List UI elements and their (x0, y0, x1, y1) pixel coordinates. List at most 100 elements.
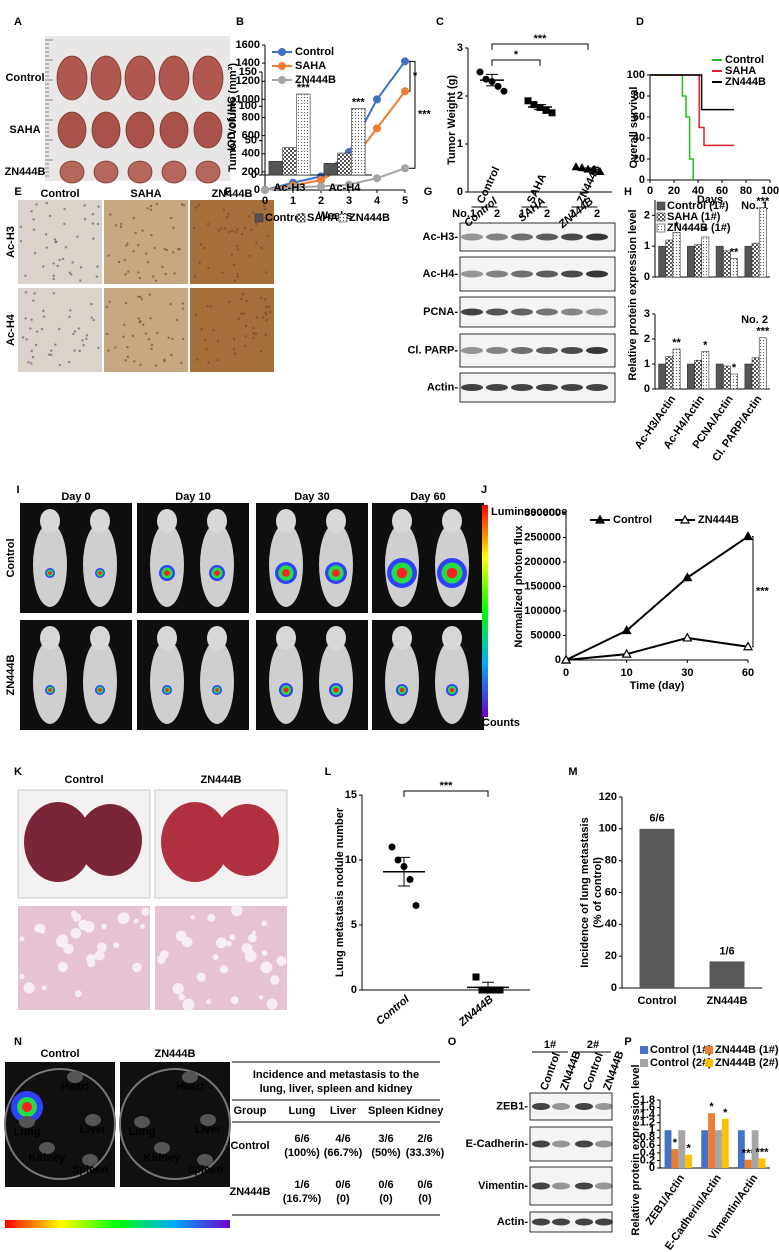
organ (197, 1154, 213, 1166)
cell (196, 358, 199, 361)
y-tick-label: 0 (649, 1162, 655, 1174)
error-bar (486, 73, 498, 87)
column-label: Control (40, 188, 79, 200)
alveolus (41, 985, 47, 991)
band (486, 347, 508, 354)
band (486, 308, 508, 316)
y-tick-label: 2 (644, 333, 650, 345)
significance-label: *** (418, 109, 432, 121)
organ (67, 1071, 83, 1083)
significance-bracket (752, 536, 754, 648)
tumor (93, 160, 119, 184)
cell (194, 206, 198, 209)
y-tick-label: 1000 (236, 93, 260, 105)
table-cell: 3/6 (378, 1133, 393, 1145)
cell (27, 361, 30, 364)
x-tick-label: 10 (621, 667, 633, 679)
data-point (476, 68, 484, 76)
column-label: Control (40, 1048, 79, 1060)
legend-swatch (656, 201, 666, 211)
alveolus (207, 913, 216, 922)
cell (82, 344, 85, 347)
bar (744, 245, 753, 278)
band (575, 1182, 593, 1190)
band-label: ZEB1- (496, 1100, 528, 1112)
alveolus (229, 934, 236, 941)
bar (715, 363, 724, 390)
y-tick-label: 0 (611, 982, 617, 994)
x-tick-label: Ac-H4 (329, 182, 362, 194)
x-tick-label: 5 (402, 195, 408, 207)
alveolus (172, 982, 184, 995)
y-tick-label: 400 (242, 148, 260, 160)
cell (45, 201, 48, 205)
histology (155, 906, 287, 1010)
cell (149, 204, 153, 208)
alveolus (261, 950, 268, 956)
mouse (33, 640, 67, 724)
y-tick-label: 1.6 (640, 1101, 655, 1113)
legend-swatch (254, 213, 264, 223)
cell (97, 205, 100, 208)
significance-label: * (687, 1143, 692, 1155)
organ (182, 1071, 198, 1083)
cell (123, 323, 126, 326)
organ (19, 1116, 35, 1128)
cell (91, 213, 95, 216)
legend-marker (278, 62, 286, 70)
cell (97, 346, 100, 349)
cell (137, 271, 140, 274)
cell (96, 265, 99, 268)
significance-label: * (732, 362, 737, 374)
data-point (401, 164, 409, 173)
cell (68, 271, 72, 274)
legend-marker (278, 48, 286, 56)
cell (228, 300, 231, 304)
cell (31, 356, 35, 359)
panel-letter: H (624, 186, 632, 198)
y-tick-label: 0.6 (640, 1139, 655, 1151)
bar (658, 363, 667, 390)
cell (48, 214, 52, 218)
cell (240, 232, 244, 236)
cell (91, 222, 95, 225)
alveolus (38, 924, 46, 931)
cell (175, 318, 179, 322)
cell (176, 247, 180, 251)
bar (730, 373, 738, 390)
cell (165, 248, 168, 252)
signal (332, 569, 340, 577)
band (511, 347, 533, 354)
data-point (524, 97, 532, 105)
x-axis-label: Time (day) (630, 680, 685, 692)
cell (70, 273, 73, 276)
data-point (373, 124, 381, 133)
lane-label: No.1 (452, 208, 476, 220)
cell (243, 226, 247, 230)
cell (155, 364, 158, 367)
signal (214, 570, 220, 576)
group-label: 1# (544, 1039, 556, 1051)
alveolus (276, 956, 287, 966)
signal (399, 687, 405, 693)
lung-lobe (161, 802, 229, 882)
table-title: Incidence and metastasis to the (253, 1069, 419, 1081)
y-tick-label: 0.8 (640, 1132, 655, 1144)
y-tick-label: 100 (627, 69, 645, 81)
table-cell: (16.7%) (283, 1193, 322, 1205)
band (561, 233, 583, 241)
cell (107, 254, 110, 257)
cell (241, 292, 245, 296)
cell (21, 336, 25, 339)
table-title: lung, liver, spleen and kidney (260, 1083, 414, 1095)
significance-label: *** (756, 1146, 770, 1158)
y-tick-label: 150000 (524, 580, 561, 592)
legend-swatch (705, 1046, 713, 1054)
cell (147, 338, 151, 341)
cell (44, 233, 48, 236)
signal (98, 571, 102, 575)
cell (252, 336, 255, 340)
panel-letter: B (236, 16, 244, 28)
signal (333, 687, 339, 693)
data-point (571, 162, 581, 171)
